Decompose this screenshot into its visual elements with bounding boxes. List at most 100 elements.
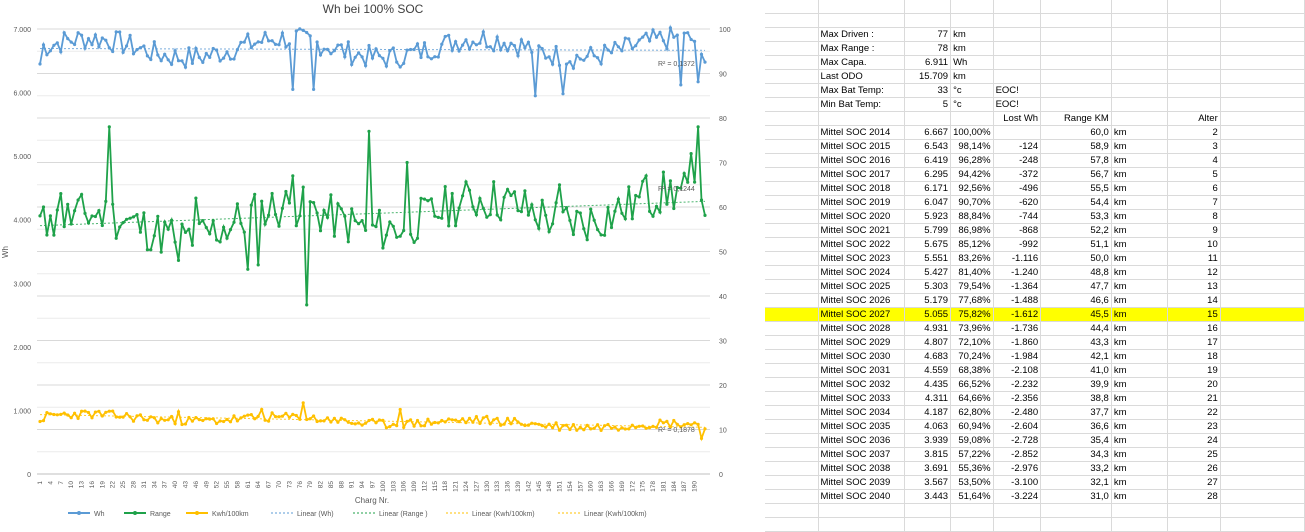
cell[interactable] xyxy=(1220,111,1305,126)
row-range-km[interactable]: 54,4 xyxy=(1040,195,1112,210)
row-percent[interactable]: 79,54% xyxy=(950,279,994,294)
cell[interactable] xyxy=(765,377,819,392)
row-lost-wh[interactable]: -1.860 xyxy=(993,335,1042,350)
row-range-km[interactable]: 48,8 xyxy=(1040,265,1112,280)
row-range-km[interactable]: 55,5 xyxy=(1040,181,1112,196)
cell[interactable] xyxy=(765,279,819,294)
summary-unit[interactable]: km xyxy=(950,41,994,56)
row-lost-wh[interactable]: -1.736 xyxy=(993,321,1042,336)
row-label[interactable]: Mittel SOC 2024 xyxy=(818,265,905,280)
summary-note[interactable] xyxy=(993,69,1042,84)
header-range-km[interactable]: Range KM xyxy=(1040,111,1112,126)
cell[interactable] xyxy=(1111,503,1168,518)
row-unit[interactable]: km xyxy=(1111,433,1168,448)
row-unit[interactable]: km xyxy=(1111,251,1168,266)
cell[interactable] xyxy=(1040,13,1112,28)
row-percent[interactable]: 73,96% xyxy=(950,321,994,336)
row-range-km[interactable]: 52,2 xyxy=(1040,223,1112,238)
cell[interactable] xyxy=(765,13,819,28)
row-label[interactable]: Mittel SOC 2015 xyxy=(818,139,905,154)
row-unit[interactable]: km xyxy=(1111,279,1168,294)
cell[interactable] xyxy=(765,237,819,252)
row-lost-wh[interactable]: -3.224 xyxy=(993,489,1042,504)
row-range-km[interactable]: 60,0 xyxy=(1040,125,1112,140)
row-alter[interactable]: 9 xyxy=(1167,223,1221,238)
row-label[interactable]: Mittel SOC 2030 xyxy=(818,349,905,364)
cell[interactable] xyxy=(765,503,819,518)
row-alter[interactable]: 23 xyxy=(1167,419,1221,434)
row-lost-wh[interactable]: -1.984 xyxy=(993,349,1042,364)
row-lost-wh[interactable]: -2.232 xyxy=(993,377,1042,392)
row-range-km[interactable]: 53,3 xyxy=(1040,209,1112,224)
row-label[interactable]: Mittel SOC 2028 xyxy=(818,321,905,336)
summary-value[interactable]: 78 xyxy=(904,41,952,56)
cell[interactable] xyxy=(993,517,1042,532)
row-wh[interactable]: 6.047 xyxy=(904,195,952,210)
cell[interactable] xyxy=(1167,83,1221,98)
cell[interactable] xyxy=(765,447,819,462)
cell[interactable] xyxy=(1220,83,1305,98)
cell[interactable] xyxy=(1040,503,1112,518)
summary-note[interactable]: EOC! xyxy=(993,97,1042,112)
cell[interactable] xyxy=(1111,83,1168,98)
row-unit[interactable]: km xyxy=(1111,447,1168,462)
row-label[interactable]: Mittel SOC 2026 xyxy=(818,293,905,308)
cell[interactable] xyxy=(765,461,819,476)
cell[interactable] xyxy=(765,433,819,448)
cell[interactable] xyxy=(1220,419,1305,434)
row-wh[interactable]: 4.311 xyxy=(904,391,952,406)
cell[interactable] xyxy=(765,125,819,140)
row-unit[interactable]: km xyxy=(1111,489,1168,504)
row-label[interactable]: Mittel SOC 2014 xyxy=(818,125,905,140)
row-range-km[interactable]: 46,6 xyxy=(1040,293,1112,308)
cell[interactable] xyxy=(1040,0,1112,14)
row-alter[interactable]: 21 xyxy=(1167,391,1221,406)
row-range-km[interactable]: 50,0 xyxy=(1040,251,1112,266)
row-percent[interactable]: 53,50% xyxy=(950,475,994,490)
row-lost-wh[interactable]: -2.728 xyxy=(993,433,1042,448)
cell[interactable] xyxy=(993,0,1042,14)
cell[interactable] xyxy=(1111,517,1168,532)
cell[interactable] xyxy=(1220,377,1305,392)
cell[interactable] xyxy=(1040,69,1112,84)
cell[interactable] xyxy=(765,167,819,182)
cell[interactable] xyxy=(765,139,819,154)
row-unit[interactable]: km xyxy=(1111,349,1168,364)
header-lost-wh[interactable]: Lost Wh xyxy=(993,111,1042,126)
cell[interactable] xyxy=(765,69,819,84)
cell[interactable] xyxy=(765,83,819,98)
cell[interactable] xyxy=(765,307,819,322)
row-label[interactable]: Mittel SOC 2031 xyxy=(818,363,905,378)
cell[interactable] xyxy=(1220,195,1305,210)
row-lost-wh[interactable]: -248 xyxy=(993,153,1042,168)
cell[interactable] xyxy=(1220,209,1305,224)
row-range-km[interactable]: 38,8 xyxy=(1040,391,1112,406)
row-unit[interactable]: km xyxy=(1111,153,1168,168)
row-unit[interactable]: km xyxy=(1111,363,1168,378)
row-wh[interactable]: 5.551 xyxy=(904,251,952,266)
cell[interactable] xyxy=(765,321,819,336)
cell[interactable] xyxy=(765,419,819,434)
row-wh[interactable]: 3.691 xyxy=(904,461,952,476)
cell[interactable] xyxy=(1111,55,1168,70)
row-alter[interactable]: 4 xyxy=(1167,153,1221,168)
cell[interactable] xyxy=(1040,55,1112,70)
row-unit[interactable]: km xyxy=(1111,237,1168,252)
row-alter[interactable]: 2 xyxy=(1167,125,1221,140)
summary-note[interactable]: EOC! xyxy=(993,83,1042,98)
row-lost-wh[interactable]: -3.100 xyxy=(993,475,1042,490)
row-range-km[interactable]: 42,1 xyxy=(1040,349,1112,364)
row-range-km[interactable]: 33,2 xyxy=(1040,461,1112,476)
row-lost-wh[interactable]: -744 xyxy=(993,209,1042,224)
cell[interactable] xyxy=(818,13,905,28)
row-lost-wh[interactable]: -1.612 xyxy=(993,307,1042,322)
row-alter[interactable]: 13 xyxy=(1167,279,1221,294)
row-wh[interactable]: 6.543 xyxy=(904,139,952,154)
summary-unit[interactable]: °c xyxy=(950,83,994,98)
row-percent[interactable]: 60,94% xyxy=(950,419,994,434)
cell[interactable] xyxy=(765,349,819,364)
row-label[interactable]: Mittel SOC 2023 xyxy=(818,251,905,266)
cell[interactable] xyxy=(904,503,952,518)
summary-label[interactable]: Max Driven : xyxy=(818,27,905,42)
cell[interactable] xyxy=(765,195,819,210)
